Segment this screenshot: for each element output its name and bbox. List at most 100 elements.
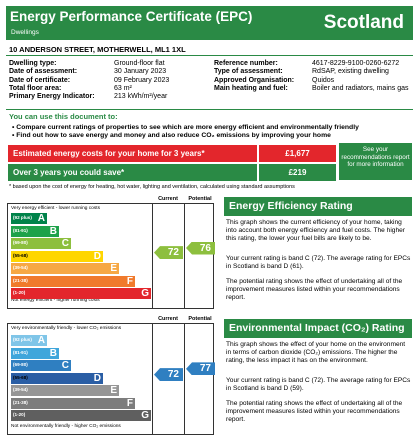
info-value: RdSAP, existing dwelling	[312, 68, 389, 76]
country-label: Scotland	[323, 12, 404, 33]
header-banner: Energy Performance Certificate (EPC) Dwe…	[6, 6, 413, 40]
band-letter: F	[126, 397, 133, 409]
current-rating-arrow: 72	[154, 368, 183, 382]
rating-band-e: (39-54) E	[11, 385, 119, 396]
info-label: Reference number:	[214, 60, 278, 67]
band-range: (55-68)	[13, 374, 28, 380]
band-range: (1-20)	[13, 290, 26, 295]
savings-value: £219	[259, 164, 336, 181]
band-letter: G	[141, 410, 149, 421]
band-range: (69-80)	[13, 362, 28, 367]
page-title: Energy Performance Certificate (EPC)	[10, 9, 253, 24]
band-range: (39-54)	[13, 265, 28, 270]
current-rating-arrow: 72	[154, 246, 183, 260]
info-value: 30 January 2023	[114, 68, 167, 76]
band-range: (1-20)	[13, 412, 26, 417]
band-letter: A	[37, 213, 45, 224]
energy-efficiency-title: Energy Efficiency Rating	[224, 197, 412, 216]
energy-efficiency-text-2: Your current rating is band C (72). The …	[226, 255, 411, 270]
band-letter: B	[49, 225, 57, 237]
chart-bottom-text: Not energy efficient - higher running co…	[11, 298, 100, 303]
info-value: 4617-8229-9100-0260-6272	[312, 60, 400, 67]
band-letter: D	[93, 372, 101, 384]
band-range: (39-54)	[13, 387, 28, 392]
band-letter: C	[61, 238, 69, 249]
divider	[6, 55, 413, 56]
band-letter: B	[49, 347, 57, 359]
band-range: (55-68)	[13, 252, 28, 258]
info-value: 09 February 2023	[114, 76, 170, 84]
info-value: Ground-floor flat	[114, 60, 165, 67]
energy-efficiency-text-1: This graph shows the current efficiency …	[226, 219, 406, 242]
rating-band-a: (92 plus) A	[11, 335, 47, 346]
band-range: (21-38)	[13, 399, 28, 405]
band-range: (92 plus)	[13, 215, 32, 220]
rating-band-b: (81-91) B	[11, 347, 59, 359]
bullet-text: Compare current ratings of properties to…	[16, 124, 359, 131]
savings-bar: Over 3 years you could save*	[8, 164, 257, 181]
chart-top-text: Very energy efficient - lower running co…	[11, 206, 100, 211]
info-label: Date of certificate:	[9, 76, 71, 84]
info-label: Type of assessment:	[214, 68, 283, 76]
rating-band-c: (69-80) C	[11, 238, 71, 249]
estimated-cost-value: £1,677	[259, 145, 336, 162]
band-letter: E	[110, 263, 117, 274]
environmental-impact-text-2: Your current rating is band C (72). The …	[226, 377, 411, 392]
energy-efficiency-text-3: The potential rating shows the effect of…	[226, 278, 403, 301]
band-letter: A	[37, 335, 45, 346]
use-document-heading: You can use this document to:	[9, 112, 118, 121]
info-label: Dwelling type:	[9, 60, 57, 67]
band-range: (81-91)	[13, 349, 28, 355]
potential-rating-arrow: 76	[186, 241, 215, 255]
cost-footnote: * based upon the cost of energy for heat…	[9, 184, 295, 190]
band-range: (69-80)	[13, 240, 28, 245]
potential-column-header: Potential	[188, 316, 212, 322]
info-label: Date of assessment:	[9, 68, 78, 76]
band-letter: E	[110, 385, 117, 396]
info-label: Primary Energy Indicator:	[9, 93, 95, 101]
rating-band-g: (1-20) G	[11, 288, 151, 299]
rating-band-a: (92 plus) A	[11, 213, 47, 224]
divider	[6, 109, 413, 110]
info-value: 213 kWh/m²/year	[114, 93, 168, 101]
environmental-impact-chart: Current Potential Very environmentally f…	[7, 316, 215, 435]
info-label: Total floor area:	[9, 84, 62, 92]
band-letter: G	[141, 288, 149, 299]
recommendations-note: See your recommendations report for more…	[339, 143, 412, 180]
rating-band-d: (55-68) D	[11, 250, 103, 262]
band-range: (81-91)	[13, 227, 28, 233]
rating-band-f: (21-38) F	[11, 397, 135, 409]
environmental-impact-title: Environmental Impact (CO₂) Rating	[224, 319, 412, 338]
bullet-item: • Compare current ratings of properties …	[12, 124, 359, 131]
rating-band-b: (81-91) B	[11, 225, 59, 237]
band-range: (21-38)	[13, 277, 28, 283]
environmental-impact-text-3: The potential rating shows the effect of…	[226, 400, 403, 423]
current-column-header: Current	[158, 316, 178, 322]
band-letter: F	[126, 275, 133, 287]
energy-efficiency-chart: Current Potential Very energy efficient …	[7, 196, 215, 309]
band-letter: C	[61, 360, 69, 371]
info-value: Boiler and radiators, mains gas	[312, 84, 409, 92]
bullet-text: Find out how to save energy and money an…	[16, 132, 331, 139]
estimated-cost-bar: Estimated energy costs for your home for…	[8, 145, 257, 162]
potential-column-header: Potential	[188, 196, 212, 202]
band-letter: D	[93, 250, 101, 262]
chart-top-text: Very environmentally friendly - lower CO…	[11, 326, 122, 331]
chart-bottom-text: Not environmentally friendly - higher CO…	[11, 424, 121, 429]
rating-band-f: (21-38) F	[11, 275, 135, 287]
potential-rating-arrow: 77	[186, 362, 215, 376]
band-range: (92 plus)	[13, 337, 32, 342]
bullet-item: • Find out how to save energy and money …	[12, 132, 331, 139]
current-column-header: Current	[158, 196, 178, 202]
environmental-impact-text-1: This graph shows the effect of your home…	[226, 341, 406, 364]
property-address: 10 ANDERSON STREET, MOTHERWELL, ML1 1XL	[9, 45, 186, 54]
info-label: Approved Organisation:	[214, 76, 295, 84]
info-value: Quidos	[312, 76, 335, 84]
rating-band-d: (55-68) D	[11, 372, 103, 384]
rating-band-c: (69-80) C	[11, 360, 71, 371]
rating-band-g: (1-20) G	[11, 410, 151, 421]
info-value: 63 m²	[114, 84, 132, 92]
info-label: Main heating and fuel:	[214, 84, 288, 92]
rating-band-e: (39-54) E	[11, 263, 119, 274]
page-subtitle: Dwellings	[11, 29, 39, 36]
